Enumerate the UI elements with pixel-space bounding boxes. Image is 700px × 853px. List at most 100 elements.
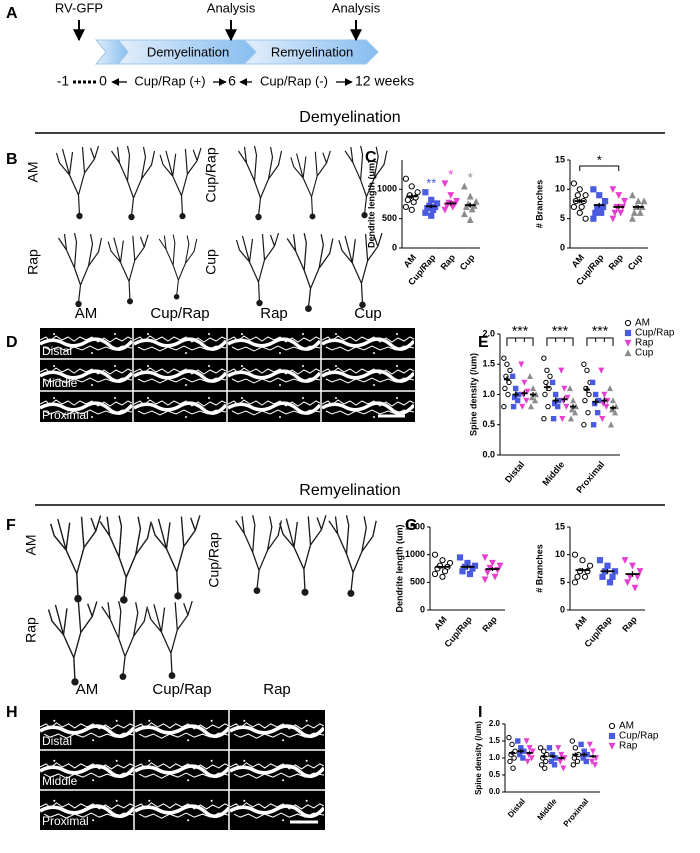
data-point	[441, 206, 449, 214]
y-axis-title: Spine density (/um)	[468, 353, 478, 436]
data-point	[581, 361, 587, 367]
data-point	[592, 762, 599, 769]
significance-label: *	[468, 170, 473, 185]
data-point	[570, 397, 577, 404]
neuron	[100, 600, 149, 681]
x-tick-label: Cup/Rap	[442, 614, 474, 649]
column-label: Cup	[354, 305, 382, 322]
y-tick-label: 1000	[405, 549, 425, 559]
data-point	[596, 192, 603, 199]
data-point	[558, 751, 565, 758]
data-point	[560, 765, 567, 772]
legend-label: AM	[635, 318, 650, 329]
panel-label: I	[478, 704, 482, 721]
panel-label: D	[6, 334, 18, 351]
week-label: 0	[99, 73, 107, 89]
data-point	[468, 205, 476, 213]
y-tick-label: 15	[555, 154, 565, 164]
legend-label: Cup	[635, 348, 654, 359]
data-point	[431, 551, 439, 558]
data-point	[532, 397, 539, 404]
data-point	[586, 562, 594, 569]
y-axis-title: Spine density (/um)	[474, 721, 483, 795]
data-point	[609, 186, 617, 194]
data-point	[630, 209, 638, 216]
data-point	[514, 397, 521, 404]
neuron	[99, 514, 152, 604]
data-point	[481, 576, 489, 584]
data-point	[598, 367, 605, 374]
panel-label: G	[405, 517, 417, 534]
significance-label: ***	[512, 323, 529, 339]
data-point	[585, 409, 591, 416]
x-tick-label: Rap	[620, 614, 639, 634]
x-tick-label: Rap	[607, 252, 626, 272]
data-point	[551, 762, 558, 768]
neuron	[150, 514, 201, 600]
treatment-label: Cup/Rap (+)	[134, 73, 205, 88]
data-point	[489, 559, 496, 567]
data-point	[528, 403, 535, 410]
data-point	[588, 758, 595, 765]
data-point	[460, 210, 468, 218]
data-point	[589, 748, 596, 755]
data-point	[519, 403, 526, 410]
data-point	[621, 557, 629, 564]
y-axis-title: # Branches	[534, 544, 544, 593]
neuron	[159, 147, 202, 220]
data-point	[505, 391, 511, 398]
y-tick-label: 10	[555, 184, 565, 194]
x-tick-label: Proximal	[574, 459, 606, 495]
y-tick-label: 5	[560, 213, 565, 223]
y-tick-label: 1500	[405, 521, 425, 531]
panel-label: E	[478, 334, 489, 351]
data-point	[589, 379, 596, 386]
legend-label: Rap	[635, 338, 654, 349]
data-point	[569, 738, 575, 744]
data-point	[603, 403, 610, 410]
row-label: Proximal	[42, 814, 89, 828]
data-point	[574, 758, 581, 765]
data-point	[541, 416, 547, 422]
y-tick-label: 0	[420, 604, 425, 614]
data-point	[441, 180, 449, 188]
data-point	[606, 579, 614, 586]
data-point	[626, 573, 634, 581]
data-point	[466, 570, 474, 578]
group-label: Cup/Rap	[203, 147, 219, 202]
data-point	[529, 748, 536, 755]
y-tick-label: 1000	[377, 184, 397, 194]
data-point	[472, 197, 480, 205]
x-tick-label: AM	[572, 614, 589, 631]
y-tick-label: 500	[410, 577, 425, 587]
data-point	[422, 209, 429, 216]
data-point	[559, 416, 566, 423]
data-point	[545, 403, 551, 410]
data-point	[511, 755, 517, 761]
data-point	[568, 415, 575, 422]
data-point	[439, 573, 446, 580]
data-point	[554, 403, 561, 410]
neuron	[235, 232, 280, 307]
section-title: Demyelination	[299, 109, 400, 126]
panel-label: B	[6, 151, 18, 168]
data-point	[544, 367, 550, 373]
y-tick-label: 0.0	[489, 787, 501, 796]
data-point	[564, 394, 571, 401]
panel-label: C	[365, 149, 377, 166]
data-point	[441, 568, 449, 575]
data-point	[584, 568, 591, 575]
phase-label: Demyelination	[147, 44, 229, 59]
data-point	[595, 397, 602, 404]
column-label: Rap	[263, 681, 291, 698]
data-point	[592, 209, 599, 216]
data-point	[449, 203, 457, 211]
data-point	[582, 397, 588, 404]
column-label: AM	[75, 305, 98, 322]
data-point	[557, 758, 564, 765]
data-point	[578, 741, 584, 748]
data-point	[572, 745, 579, 751]
week-label: 12 weeks	[355, 73, 414, 89]
data-point	[506, 734, 512, 741]
data-point	[608, 421, 615, 428]
